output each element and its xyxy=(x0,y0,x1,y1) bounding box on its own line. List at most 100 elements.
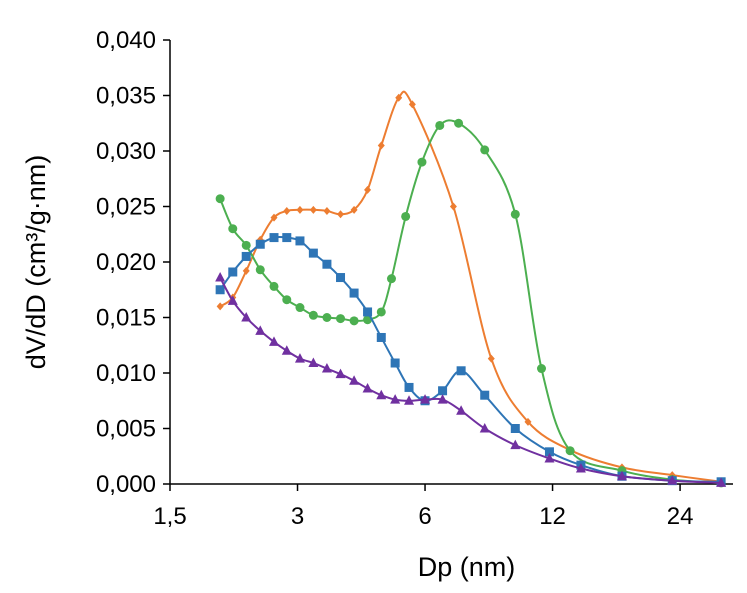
data-point-square xyxy=(363,307,373,317)
data-point-triangle xyxy=(390,394,401,404)
data-point-circle xyxy=(510,209,520,219)
data-point-diamond xyxy=(524,417,532,426)
data-point-triangle xyxy=(616,470,627,481)
series-line xyxy=(219,119,722,484)
data-point-diamond xyxy=(216,302,224,311)
data-point-square xyxy=(544,447,554,457)
data-point-circle xyxy=(401,211,411,221)
data-point-square xyxy=(376,332,386,342)
x-tick-label: 1,5 xyxy=(153,503,186,530)
data-point-diamond xyxy=(337,210,345,219)
data-point-circle xyxy=(282,295,292,305)
data-point-square xyxy=(241,251,251,261)
data-point-triangle xyxy=(269,336,280,346)
y-tick-label: 0,035 xyxy=(96,83,156,110)
data-point-diamond xyxy=(449,202,457,211)
y-tick-label: 0,030 xyxy=(96,138,156,165)
data-point-diamond xyxy=(377,141,385,150)
data-point-square xyxy=(404,382,414,392)
data-point-circle xyxy=(386,274,396,284)
data-point-diamond xyxy=(283,206,291,215)
data-point-triangle xyxy=(404,395,415,405)
data-point-circle xyxy=(349,316,359,326)
data-point-circle xyxy=(417,157,427,167)
data-point-triangle xyxy=(420,394,431,404)
series-square xyxy=(215,233,726,487)
data-point-diamond xyxy=(395,93,403,102)
data-point-triangle xyxy=(456,405,467,415)
series-diamond xyxy=(216,90,725,486)
y-tick-label: 0,020 xyxy=(96,249,156,276)
data-point-diamond xyxy=(408,100,416,109)
data-point-square xyxy=(480,390,490,400)
data-point-square xyxy=(336,273,346,283)
data-point-square xyxy=(456,366,466,376)
x-tick-label: 6 xyxy=(418,503,431,530)
data-point-circle xyxy=(255,265,265,275)
data-point-square xyxy=(255,239,265,249)
data-point-square xyxy=(215,285,225,295)
series-circle xyxy=(215,118,726,488)
data-point-diamond xyxy=(364,185,372,194)
data-point-diamond xyxy=(242,266,250,275)
data-point-diamond xyxy=(296,205,304,214)
data-point-circle xyxy=(480,145,490,155)
data-point-circle xyxy=(322,313,332,322)
data-point-triangle xyxy=(215,272,226,282)
data-point-square xyxy=(349,288,359,298)
data-point-triangle xyxy=(362,383,373,393)
data-point-circle xyxy=(435,120,445,130)
data-point-square xyxy=(438,386,448,396)
data-point-circle xyxy=(308,310,318,320)
data-point-triangle xyxy=(479,423,490,433)
data-point-triangle xyxy=(544,452,555,463)
data-point-square xyxy=(228,267,238,277)
y-tick-label: 0,025 xyxy=(96,194,156,221)
data-point-diamond xyxy=(323,206,331,215)
x-tick-label: 3 xyxy=(291,503,304,530)
series-line xyxy=(219,277,722,484)
data-point-circle xyxy=(295,303,305,313)
data-point-circle xyxy=(565,446,575,456)
data-point-square xyxy=(510,424,520,433)
data-point-diamond xyxy=(487,354,495,363)
y-tick-label: 0,005 xyxy=(96,416,156,443)
data-point-triangle xyxy=(716,477,727,487)
y-tick-label: 0,040 xyxy=(96,27,156,54)
data-point-circle xyxy=(376,307,386,317)
data-point-triangle xyxy=(308,357,319,368)
data-point-triangle xyxy=(321,363,332,373)
y-tick-label: 0,015 xyxy=(96,305,156,332)
data-point-diamond xyxy=(270,213,278,222)
series-triangle xyxy=(215,272,727,487)
series-line xyxy=(219,90,722,483)
y-axis-ticks: 0,000 0,005 0,010 0,015 0,020 0,025 0,030 0,035… xyxy=(96,27,170,498)
data-point-circle xyxy=(454,118,464,128)
series-layer xyxy=(215,90,727,488)
data-point-triangle xyxy=(667,475,678,485)
data-point-circle xyxy=(269,281,279,291)
data-point-triangle xyxy=(255,325,266,335)
y-tick-label: 0,000 xyxy=(96,471,156,498)
data-point-square xyxy=(269,233,279,243)
data-point-square xyxy=(295,236,305,246)
y-axis-title: dV/dD (cm³/g·nm) xyxy=(21,155,51,370)
data-point-triangle xyxy=(335,368,346,379)
data-point-diamond xyxy=(350,205,358,214)
data-point-triangle xyxy=(376,389,387,400)
data-point-triangle xyxy=(349,375,360,385)
data-point-square xyxy=(282,233,292,243)
data-point-square xyxy=(308,248,318,258)
data-point-triangle xyxy=(575,462,586,473)
x-axis-title: Dp (nm) xyxy=(418,552,516,582)
data-point-triangle xyxy=(510,439,521,450)
data-point-triangle xyxy=(294,353,305,363)
data-point-circle xyxy=(228,224,238,234)
data-point-circle xyxy=(241,240,251,250)
chart-axes xyxy=(169,40,733,485)
data-point-triangle xyxy=(437,394,448,404)
data-point-triangle xyxy=(281,345,292,355)
data-point-square xyxy=(322,259,332,269)
x-axis-ticks: 1,5 3 6 12 24 xyxy=(153,484,693,530)
